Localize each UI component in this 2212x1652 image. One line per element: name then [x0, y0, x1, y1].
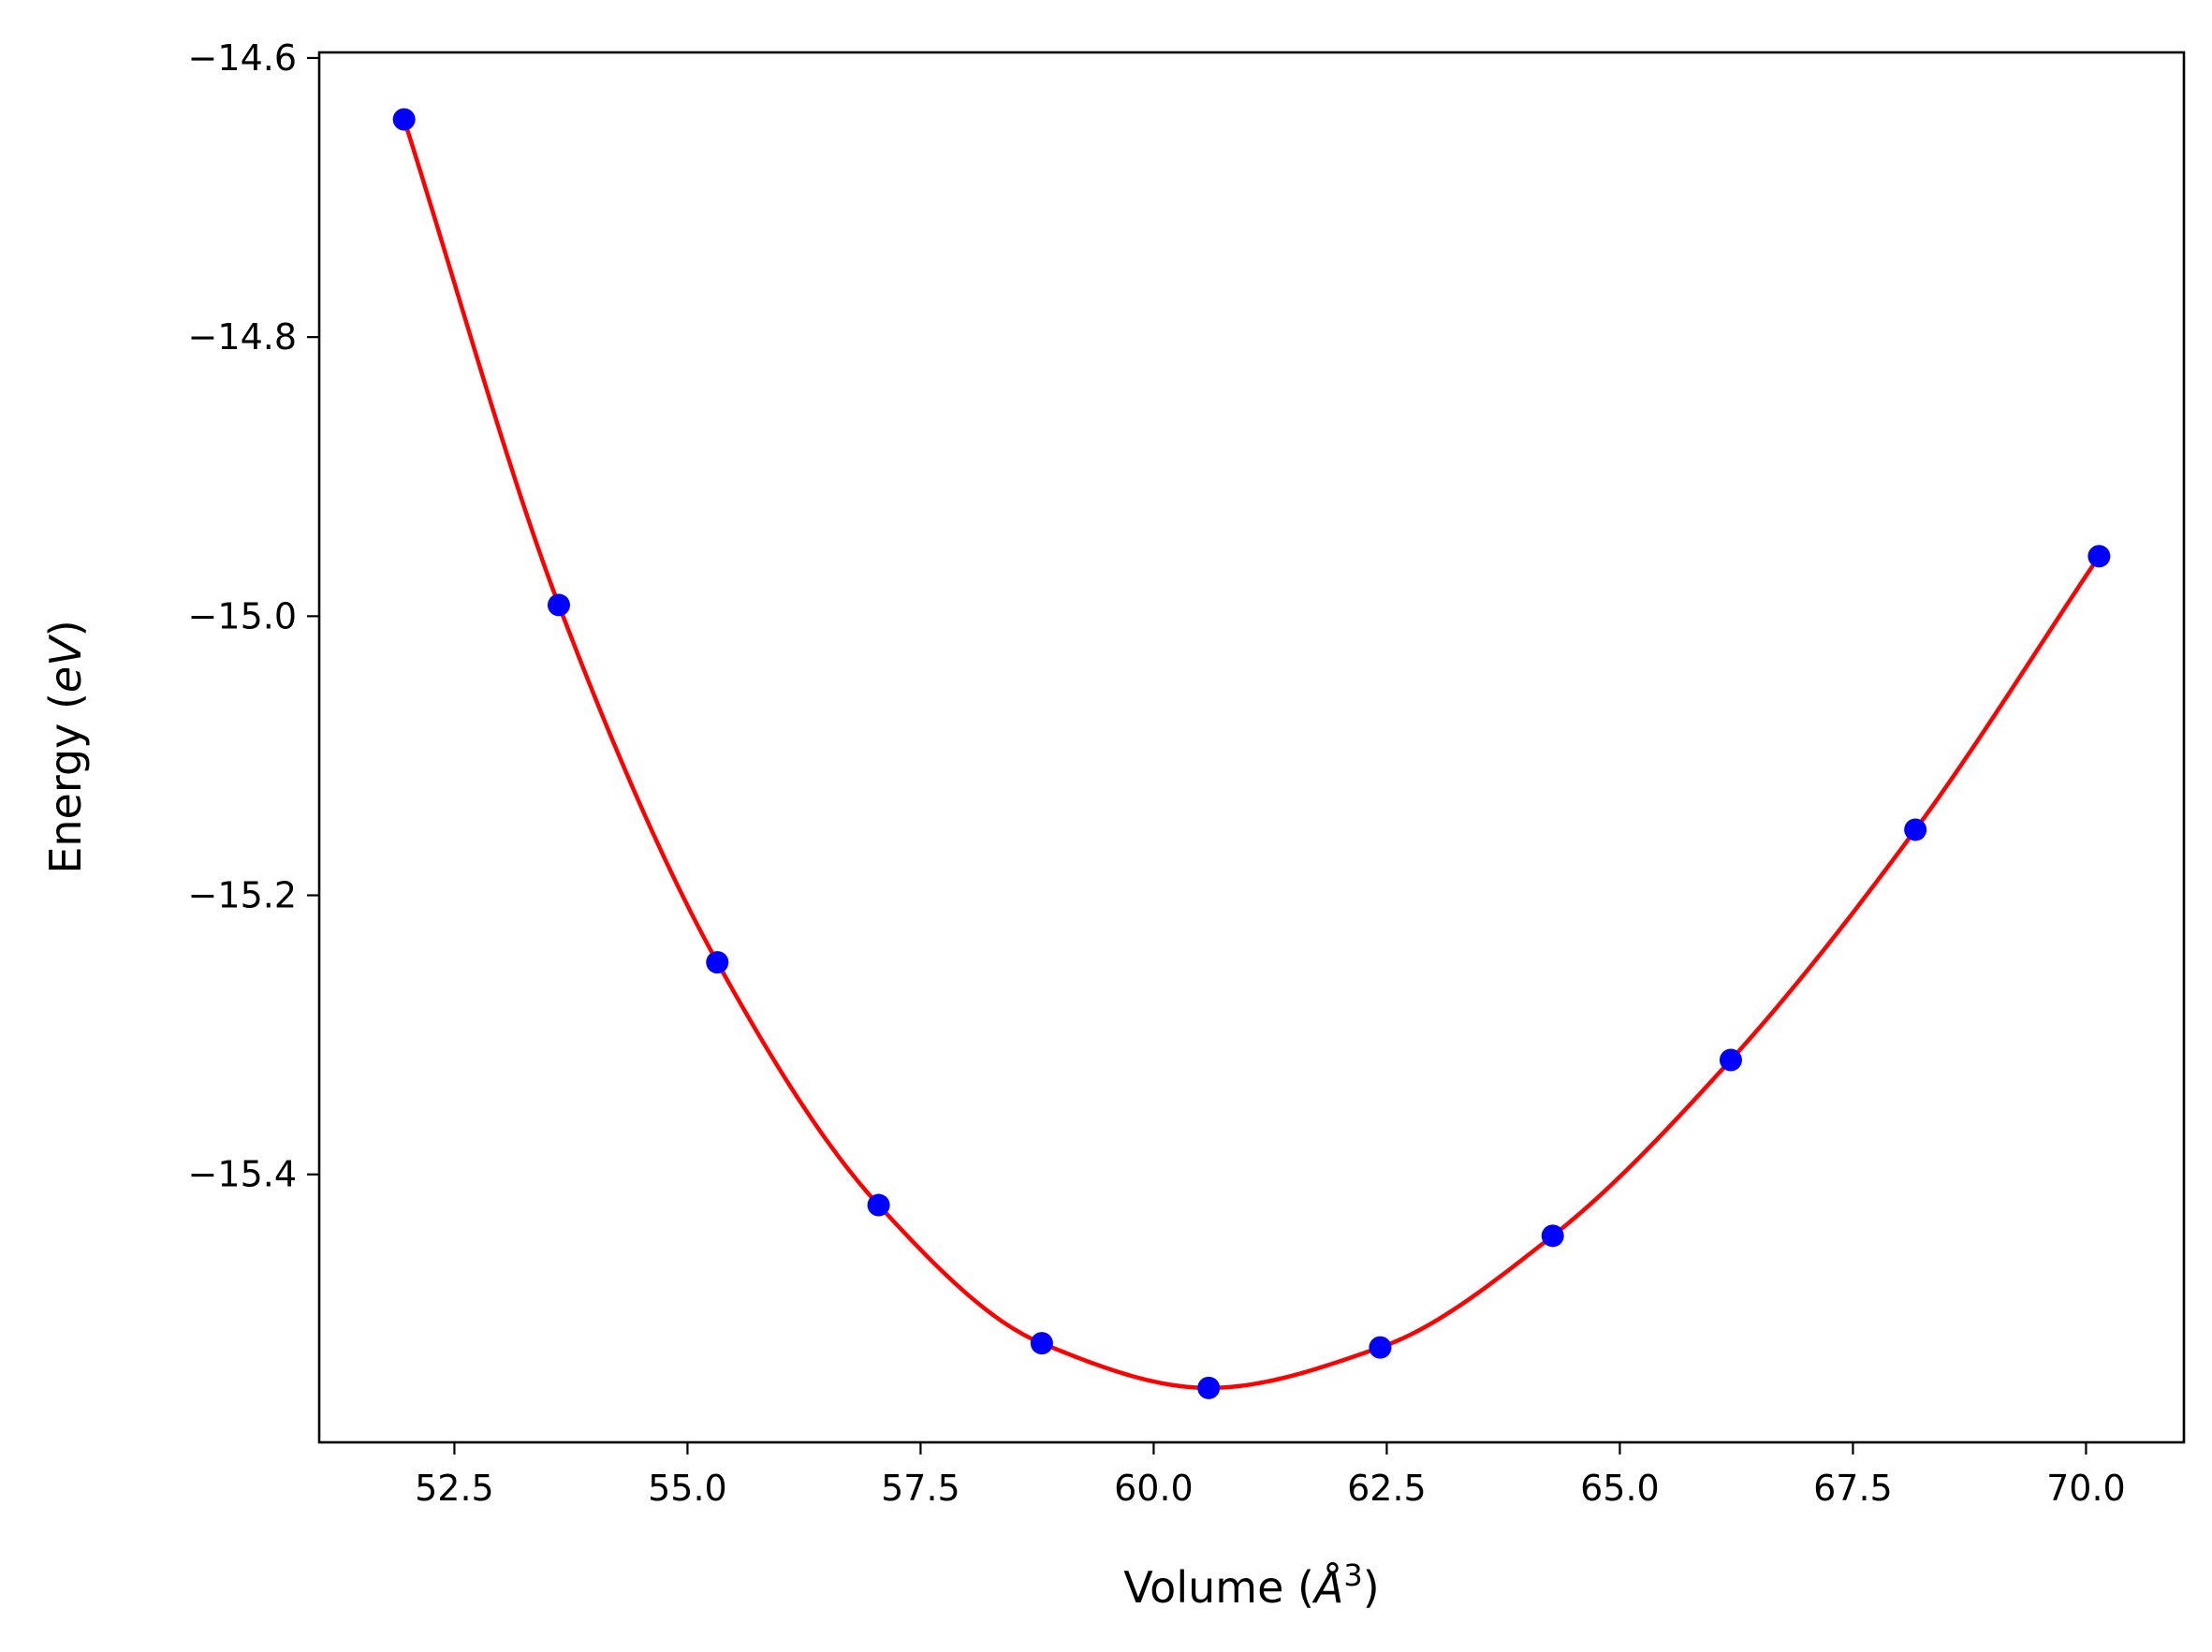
data-point — [1030, 1332, 1053, 1355]
x-tick-label: 60.0 — [1114, 1468, 1194, 1509]
x-tick-label: 70.0 — [2046, 1468, 2126, 1509]
plot-frame — [317, 51, 2186, 1444]
x-tick-label: 52.5 — [415, 1468, 494, 1509]
data-point — [1904, 818, 1927, 841]
data-point — [2087, 545, 2111, 568]
y-axis-ticks: −14.6 −14.8 −15.0 −15.2 −15.4 — [188, 37, 319, 1195]
y-tick-label: −14.6 — [188, 37, 297, 79]
data-points-layer — [392, 108, 2111, 1399]
data-point — [1369, 1336, 1392, 1359]
y-tick-label: −15.4 — [188, 1154, 297, 1195]
data-point — [1197, 1376, 1221, 1399]
x-tick-label: 55.0 — [648, 1468, 727, 1509]
x-axis-label: Volume (Å3) — [1123, 1557, 1379, 1613]
data-point — [547, 593, 570, 617]
y-axis-label: Energy (eV) — [40, 620, 91, 873]
x-tick-label: 57.5 — [881, 1468, 960, 1509]
x-tick-label: 67.5 — [1813, 1468, 1893, 1509]
y-tick-label: −14.8 — [188, 316, 297, 358]
fit-curve-layer — [402, 118, 2102, 1391]
x-tick-label: 62.5 — [1347, 1468, 1427, 1509]
y-tick-label: −15.0 — [188, 595, 297, 636]
data-point — [1719, 1048, 1742, 1072]
data-point — [867, 1193, 890, 1217]
data-point — [1541, 1224, 1564, 1248]
fit-curve — [402, 118, 2102, 1391]
x-tick-label: 65.0 — [1580, 1468, 1660, 1509]
y-tick-label: −15.2 — [188, 875, 297, 916]
data-point — [706, 951, 729, 974]
x-axis-ticks: 52.5 55.0 57.5 60.0 62.5 65.0 67.5 70.0 — [415, 1442, 2126, 1509]
data-point — [392, 108, 416, 131]
